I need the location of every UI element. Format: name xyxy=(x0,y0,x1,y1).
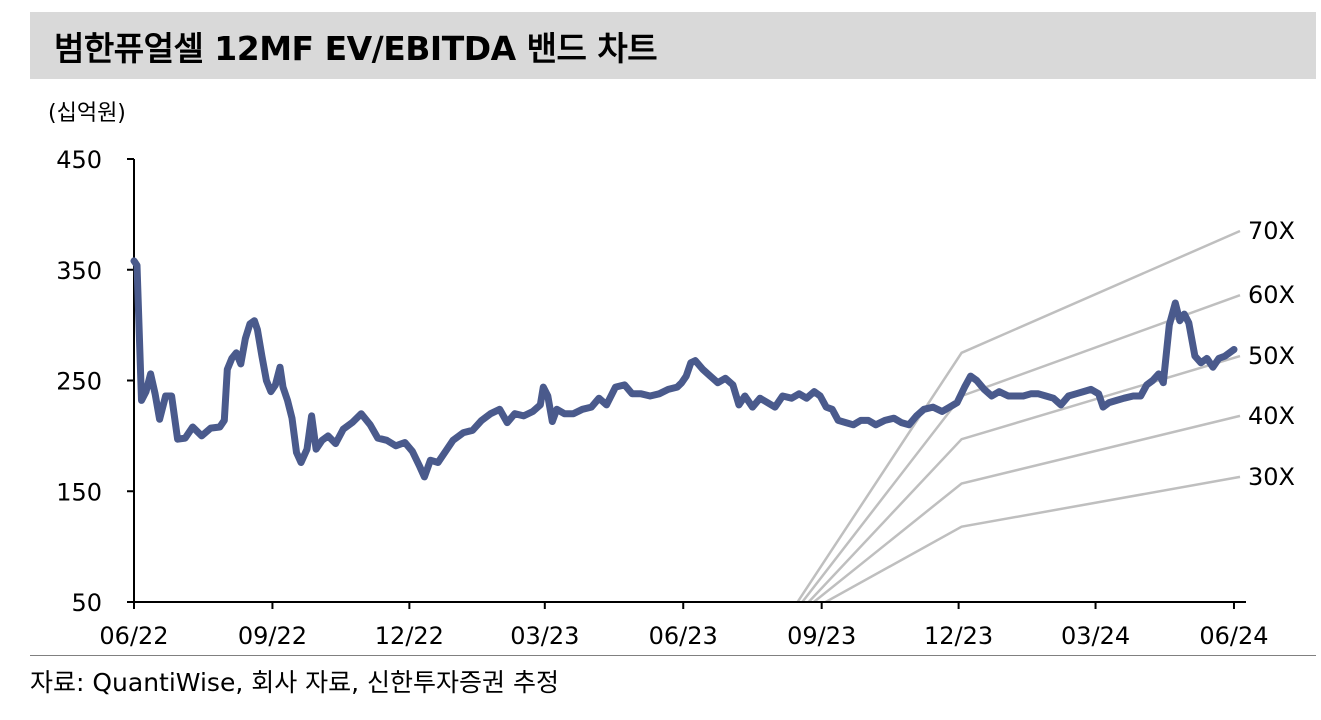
title-bar: 범한퓨얼셀 12MF EV/EBITDA 밴드 차트 xyxy=(30,12,1316,79)
footer-divider xyxy=(30,655,1316,656)
band-labels: 70X 60X 50X 40X 30X xyxy=(1248,217,1295,491)
page-title: 범한퓨얼셀 12MF EV/EBITDA 밴드 차트 xyxy=(54,29,658,68)
band-line-60x xyxy=(800,294,1241,602)
price-line xyxy=(130,257,1238,481)
y-unit-label: (십억원) xyxy=(48,101,126,126)
band-label-30x: 30X xyxy=(1248,463,1295,491)
x-tick-label: 06/24 xyxy=(1199,622,1268,650)
x-tick-label: 03/24 xyxy=(1061,622,1130,650)
y-tick-label: 350 xyxy=(56,257,102,285)
price-series xyxy=(130,257,1238,481)
y-tick-label: 450 xyxy=(56,146,102,174)
x-tick-label: 03/23 xyxy=(510,622,579,650)
band-label-50x: 50X xyxy=(1248,342,1295,370)
source-note: 자료: QuantiWise, 회사 자료, 신한투자증권 추정 xyxy=(30,668,560,697)
band-line-30x xyxy=(823,475,1241,602)
x-tick-label: 09/22 xyxy=(238,622,307,650)
x-tick-label: 06/23 xyxy=(649,622,718,650)
x-tick-label: 12/22 xyxy=(375,622,444,650)
x-tick-labels: 06/22 09/22 12/22 03/23 06/23 09/23 12/23 03/24… xyxy=(99,622,1268,650)
ev-ebitda-band-chart: 70X 60X 50X 40X 30X 450 350 250 150 50 06/22 09/2… xyxy=(56,146,1295,650)
band-label-40x: 40X xyxy=(1248,402,1295,430)
band-line-40x xyxy=(811,414,1241,602)
band-line-70x xyxy=(796,229,1241,602)
y-tick-label: 50 xyxy=(71,589,102,617)
y-tick-label: 250 xyxy=(56,368,102,396)
y-tick-label: 150 xyxy=(56,478,102,506)
band-label-60x: 60X xyxy=(1248,281,1295,309)
band-label-70x: 70X xyxy=(1248,217,1295,245)
axes xyxy=(127,158,1246,609)
x-tick-label: 09/23 xyxy=(787,622,856,650)
x-tick-label: 06/22 xyxy=(99,622,168,650)
y-tick-labels: 450 350 250 150 50 xyxy=(56,146,102,617)
x-tick-label: 12/23 xyxy=(924,622,993,650)
